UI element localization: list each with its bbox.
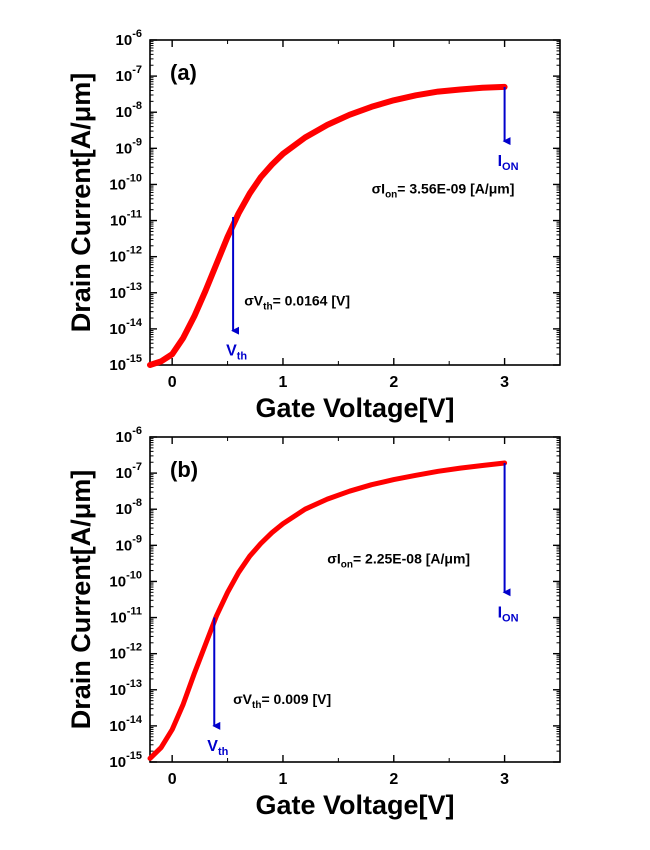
ion-label: ION <box>498 604 519 624</box>
vth-label: Vth <box>226 343 247 363</box>
y-tick-label: 10-9 <box>116 533 142 554</box>
x-tick-label: 0 <box>168 771 177 788</box>
sigma-ion-text: σIon= 2.25E-08 [A/μm] <box>327 550 470 570</box>
panel-label: (b) <box>170 457 198 482</box>
y-tick-label: 10-8 <box>116 497 142 518</box>
y-tick-label: 10-15 <box>109 353 142 374</box>
x-tick-label: 2 <box>389 374 398 391</box>
series-line <box>147 83 508 368</box>
plot-frame <box>149 39 561 366</box>
y-tick-label: 10-10 <box>109 172 142 193</box>
sigma-vth-text: σVth= 0.0164 [V] <box>244 292 350 312</box>
y-tick-label: 10-11 <box>110 209 142 230</box>
series-line <box>147 460 508 761</box>
x-tick-label: 0 <box>168 374 177 391</box>
y-tick-label: 10-9 <box>116 136 142 157</box>
axis-ticks: 10-1510-1410-1310-1210-1110-1010-910-810… <box>109 28 561 391</box>
ion-label: ION <box>498 153 519 173</box>
x-tick-label: 1 <box>279 374 288 391</box>
axis-ticks: 10-1510-1410-1310-1210-1110-1010-910-810… <box>109 425 561 788</box>
plot-frame <box>149 436 561 763</box>
vth-label: Vth <box>207 738 228 758</box>
y-tick-label: 10-13 <box>109 281 142 302</box>
y-tick-label: 10-6 <box>116 425 142 446</box>
y-axis-label: Drain Current[A/μm] <box>66 73 96 333</box>
y-tick-label: 10-15 <box>109 750 142 771</box>
y-tick-label: 10-7 <box>116 64 142 85</box>
y-tick-label: 10-12 <box>109 642 142 663</box>
y-tick-label: 10-14 <box>109 317 142 338</box>
annotations: Vth ION σIon= 3.56E-09 [A/μm] σVth= 0.0164 … <box>226 86 519 363</box>
x-axis-label: Gate Voltage[V] <box>255 790 454 820</box>
chart-panel-a: 10-1510-1410-1310-1210-1110-1010-910-810… <box>66 28 561 423</box>
y-tick-label: 10-6 <box>116 28 142 49</box>
y-tick-label: 10-10 <box>109 569 142 590</box>
y-tick-label: 10-13 <box>109 678 142 699</box>
annotations: Vth ION σIon= 2.25E-08 [A/μm] σVth= 0.009 [… <box>207 463 519 758</box>
y-tick-label: 10-11 <box>110 606 142 627</box>
series-curve <box>147 460 508 761</box>
x-axis-label: Gate Voltage[V] <box>255 393 454 423</box>
chart-panel-b: 10-1510-1410-1310-1210-1110-1010-910-810… <box>66 425 561 820</box>
sigma-vth-text: σVth= 0.009 [V] <box>233 691 331 711</box>
series-curve <box>147 83 508 368</box>
y-tick-label: 10-7 <box>116 461 142 482</box>
y-tick-label: 10-12 <box>109 245 142 266</box>
y-tick-label: 10-14 <box>109 714 142 735</box>
x-tick-label: 3 <box>500 374 509 391</box>
x-tick-label: 1 <box>279 771 288 788</box>
x-tick-label: 2 <box>389 771 398 788</box>
sigma-ion-text: σIon= 3.56E-09 [A/μm] <box>372 180 515 200</box>
x-tick-label: 3 <box>500 771 509 788</box>
y-tick-label: 10-8 <box>116 100 142 121</box>
panel-label: (a) <box>170 60 197 85</box>
y-axis-label: Drain Current[A/μm] <box>66 470 96 730</box>
